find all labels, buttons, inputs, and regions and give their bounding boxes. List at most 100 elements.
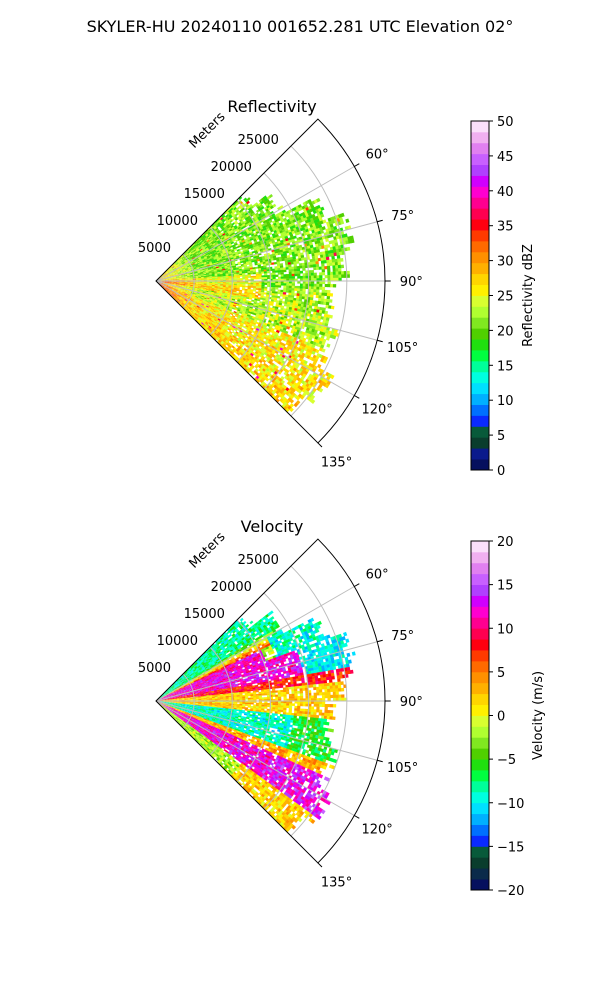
- echo-cell: [335, 245, 339, 250]
- echo-cell: [172, 272, 176, 275]
- echo-cell: [207, 232, 212, 236]
- echo-cell: [252, 289, 257, 292]
- echo-cell: [202, 260, 207, 263]
- echo-cell: [242, 273, 246, 276]
- echo-cell: [231, 244, 236, 248]
- echo-cell: [218, 248, 223, 252]
- echo-cell: [181, 276, 185, 278]
- echo-cell: [166, 268, 170, 272]
- echo-cell: [170, 269, 174, 272]
- echo-cell: [229, 253, 233, 256]
- echo-cell: [254, 212, 259, 217]
- echo-cell: [220, 260, 224, 263]
- echo-cell: [212, 243, 217, 247]
- echo-cell: [295, 258, 300, 262]
- echo-cell: [279, 205, 284, 210]
- echo-cell: [282, 248, 287, 252]
- echo-cell: [187, 267, 192, 270]
- echo-cell: [331, 259, 336, 263]
- echo-cell: [266, 267, 270, 270]
- echo-cell: [193, 259, 197, 262]
- echo-cell: [337, 258, 341, 263]
- echo-cell: [198, 277, 202, 279]
- echo-cell: [234, 251, 239, 254]
- echo-cell: [219, 238, 223, 242]
- echo-cell: [203, 276, 207, 278]
- echo-cell: [195, 247, 200, 251]
- echo-cell: [185, 252, 189, 256]
- echo-cell: [181, 279, 186, 281]
- echo-cell: [280, 253, 285, 257]
- echo-cell: [210, 250, 214, 254]
- echo-cell: [192, 264, 196, 267]
- echo-cell: [319, 272, 323, 276]
- echo-cell: [167, 277, 172, 279]
- echo-cell: [168, 270, 172, 273]
- echo-cell: [287, 262, 292, 265]
- echo-cell: [326, 265, 331, 270]
- echo-cell: [312, 264, 317, 268]
- echo-cell: [201, 258, 206, 261]
- echo-cell: [173, 277, 177, 279]
- echo-cell: [174, 271, 178, 274]
- echo-cell: [217, 261, 221, 264]
- echo-cell: [196, 266, 200, 269]
- echo-cell: [205, 237, 209, 241]
- echo-cell: [174, 261, 178, 264]
- echo-cell: [258, 269, 262, 273]
- echo-cell: [247, 274, 251, 277]
- echo-cell: [218, 232, 222, 236]
- echo-cell: [243, 261, 247, 265]
- echo-cell: [189, 253, 193, 257]
- echo-cell: [288, 252, 293, 256]
- echo-cell: [199, 248, 203, 252]
- echo-cell: [266, 275, 271, 278]
- echo-cell: [175, 272, 179, 275]
- echo-cell: [200, 250, 204, 253]
- echo-cell: [249, 269, 254, 272]
- echo-cell: [167, 269, 171, 273]
- echo-cell: [326, 295, 331, 300]
- echo-cell: [198, 242, 202, 245]
- echo-cell: [181, 267, 185, 269]
- echo-cell: [275, 243, 280, 247]
- echo-cell: [259, 262, 264, 265]
- echo-cell: [258, 256, 263, 260]
- echo-cell: [214, 227, 219, 231]
- echo-cell: [257, 264, 262, 267]
- echo-cell: [203, 255, 207, 258]
- echo-cell: [178, 274, 182, 276]
- echo-cell: [193, 253, 197, 257]
- echo-cell: [215, 265, 220, 268]
- echo-cell: [236, 270, 240, 273]
- echo-cell: [233, 248, 238, 252]
- echo-cell: [176, 269, 181, 272]
- echo-cell: [205, 260, 210, 263]
- echo-cell: [280, 276, 284, 279]
- echo-cell: [234, 243, 238, 246]
- echo-cell: [259, 204, 264, 208]
- echo-cell: [218, 243, 223, 246]
- echo-cell: [269, 254, 274, 257]
- echo-cell: [293, 261, 297, 265]
- echo-cell: [307, 245, 311, 249]
- echo-cell: [167, 276, 171, 278]
- echo-cell: [179, 279, 183, 281]
- echo-cell: [169, 267, 172, 270]
- echo-cell: [195, 263, 199, 266]
- echo-cell: [178, 272, 182, 275]
- echo-cell: [194, 261, 198, 264]
- echo-cell: [217, 253, 222, 256]
- echo-cell: [250, 270, 254, 273]
- echo-cell: [211, 253, 216, 256]
- echo-cell: [276, 295, 281, 299]
- echo-cell: [198, 237, 202, 241]
- echo-cell: [343, 233, 348, 238]
- echo-cell: [272, 244, 277, 248]
- echo-cell: [184, 265, 188, 268]
- echo-cell: [200, 254, 204, 258]
- echo-cell: [183, 271, 187, 274]
- echo-cell: [330, 249, 335, 254]
- echo-cell: [248, 259, 252, 262]
- echo-cell: [327, 274, 331, 279]
